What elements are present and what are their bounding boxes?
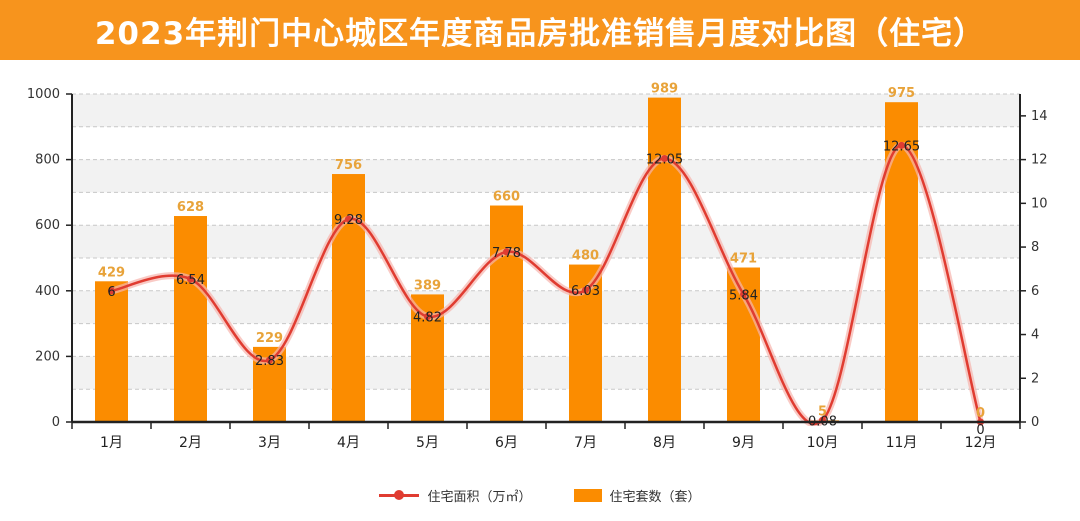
bar-value-label: 756 — [335, 158, 362, 173]
y-left-tick-label: 200 — [35, 349, 60, 364]
bar-value-label: 989 — [651, 82, 678, 97]
x-tick-label: 11月 — [886, 435, 918, 451]
x-tick-label: 6月 — [495, 435, 518, 451]
y-right-tick-label: 0 — [1031, 415, 1039, 430]
y-right-tick-label: 12 — [1031, 153, 1048, 168]
x-tick-label: 12月 — [965, 435, 997, 451]
x-tick-label: 10月 — [807, 435, 839, 451]
line-value-label: 6.54 — [176, 273, 205, 288]
bar-value-label: 0 — [976, 406, 985, 421]
x-tick-label: 5月 — [416, 435, 439, 451]
bar-value-label: 389 — [414, 278, 441, 293]
line-value-label: 5.84 — [729, 288, 758, 303]
x-tick-label: 9月 — [732, 435, 755, 451]
line-point — [898, 141, 905, 149]
y-right-tick-label: 4 — [1031, 328, 1039, 343]
y-left-tick-label: 0 — [52, 415, 60, 430]
bar-value-label: 229 — [256, 331, 283, 346]
bar-value-label: 471 — [730, 252, 757, 267]
chart: 0200400600800100002468101214429628229756… — [27, 82, 1048, 451]
x-tick-label: 2月 — [179, 435, 202, 451]
bar-value-label: 660 — [493, 190, 520, 205]
y-left-tick-label: 400 — [35, 284, 60, 299]
bar — [332, 174, 365, 422]
legend-item-units[interactable]: 住宅套数（套） — [573, 486, 701, 505]
y-left-tick-label: 1000 — [27, 87, 60, 102]
line-value-label: 6 — [107, 285, 115, 300]
bar — [490, 205, 523, 422]
grid-band — [72, 225, 1020, 258]
line-series — [111, 144, 982, 425]
x-tick-label: 3月 — [258, 435, 281, 451]
bar-value-label: 628 — [177, 200, 204, 215]
bar-value-label: 429 — [98, 265, 125, 280]
line-value-label: 2.83 — [255, 354, 284, 369]
bar-value-label: 975 — [888, 86, 915, 101]
chart-title: 2023年荆门中心城区年度商品房批准销售月度对比图（住宅） — [94, 15, 986, 52]
bar — [95, 281, 128, 422]
line-point — [266, 356, 273, 364]
line-value-label: 12.65 — [883, 139, 920, 154]
y-right-tick-label: 10 — [1031, 196, 1048, 211]
legend: 住宅面积（万㎡） 住宅套数（套） — [0, 482, 1080, 508]
line-value-label: 4.82 — [413, 311, 442, 326]
grid-band — [72, 94, 1020, 127]
line-point — [345, 215, 352, 223]
legend-label-units: 住宅套数（套） — [609, 489, 701, 505]
title-bar: 2023年荆门中心城区年度商品房批准销售月度对比图（住宅） — [0, 0, 1080, 60]
line-point — [661, 155, 668, 163]
y-left-tick-label: 800 — [35, 153, 60, 168]
line-point — [187, 275, 194, 283]
line-point — [503, 248, 510, 256]
bar-value-label: 5 — [818, 404, 827, 419]
x-tick-label: 8月 — [653, 435, 676, 451]
x-tick-label: 7月 — [574, 435, 597, 451]
bar-value-label: 480 — [572, 249, 599, 264]
grid-band — [72, 356, 1020, 390]
line-value-label: 9.28 — [334, 213, 363, 228]
line-value-label: 7.78 — [492, 246, 521, 261]
grid-band — [72, 290, 1020, 324]
line-value-label: 6.03 — [571, 284, 600, 299]
y-left-tick-label: 600 — [35, 218, 60, 233]
grid-band — [72, 159, 1020, 193]
line-point — [740, 290, 747, 298]
bar-series-swatch-icon — [573, 488, 602, 502]
line-value-label: 12.05 — [646, 153, 683, 168]
line-value-label: 0 — [976, 423, 984, 438]
bar — [174, 216, 207, 422]
x-tick-label: 1月 — [100, 435, 123, 451]
y-right-tick-label: 8 — [1031, 240, 1039, 255]
y-right-tick-label: 2 — [1031, 371, 1039, 386]
x-tick-label: 4月 — [337, 435, 360, 451]
line-point — [108, 287, 115, 295]
y-right-tick-label: 6 — [1031, 284, 1039, 299]
y-right-tick-label: 14 — [1031, 109, 1048, 124]
legend-item-area[interactable]: 住宅面积（万㎡） — [379, 486, 532, 505]
bar — [648, 97, 681, 422]
line-point — [424, 313, 431, 321]
line-series-swatch-icon — [379, 489, 420, 501]
line-point — [582, 286, 589, 294]
legend-label-area: 住宅面积（万㎡） — [427, 489, 532, 505]
